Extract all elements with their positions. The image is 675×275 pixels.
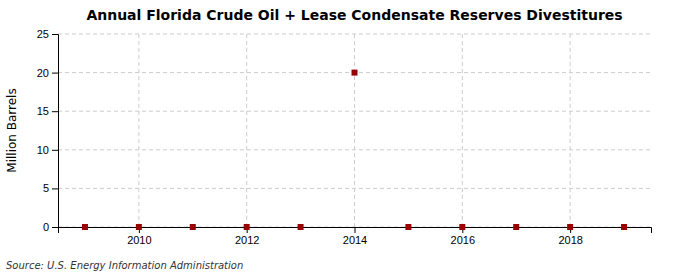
chart: 2010 2012 2014 2016 2018 0 5 10 15 20 25 Annual Flo… xyxy=(0,0,675,275)
y-tick-mark xyxy=(52,111,58,112)
x-axis: 2010 2012 2014 2016 2018 xyxy=(59,227,652,246)
x-grid-line xyxy=(246,34,247,227)
x-tick-label: 2012 xyxy=(235,234,259,246)
x-grid-line xyxy=(138,34,139,227)
grid xyxy=(58,34,651,227)
y-tick-mark xyxy=(52,34,58,35)
x-tick: 2014 xyxy=(343,227,367,246)
y-axis-line xyxy=(52,35,59,228)
x-tick-label: 2010 xyxy=(127,234,151,246)
point xyxy=(352,70,358,76)
y-tick-mark xyxy=(52,188,58,189)
point xyxy=(459,224,465,230)
x-tick-label: 2018 xyxy=(558,234,582,246)
y-tick: 20 xyxy=(37,67,58,79)
y-tick: 0 xyxy=(43,221,58,233)
y-axis-title: Million Barrels xyxy=(5,88,19,172)
y-tick-label: 5 xyxy=(43,182,49,194)
y-tick-label: 10 xyxy=(37,144,49,156)
annotation: Source: U.S. Energy Information Administ… xyxy=(6,260,243,271)
point xyxy=(244,224,250,230)
y-axis: 0 5 10 15 20 25 xyxy=(37,28,59,233)
point xyxy=(567,224,573,230)
point xyxy=(298,224,304,230)
x-tick-label: 2014 xyxy=(343,234,367,246)
y-tick-mark xyxy=(52,73,58,74)
x-grid-line xyxy=(570,34,571,227)
y-tick: 10 xyxy=(37,144,58,156)
points xyxy=(82,70,627,230)
y-tick-label: 15 xyxy=(37,105,49,117)
y-tick: 25 xyxy=(37,28,58,40)
y-tick-mark xyxy=(52,150,58,151)
y-tick-mark xyxy=(52,227,58,228)
point xyxy=(190,224,196,230)
point xyxy=(136,224,142,230)
point xyxy=(405,224,411,230)
y-tick: 5 xyxy=(43,182,58,194)
point xyxy=(82,224,88,230)
plot-area: 2010 2012 2014 2016 2018 0 5 10 15 20 25 xyxy=(37,28,652,246)
point xyxy=(621,224,627,230)
point xyxy=(513,224,519,230)
y-tick-label: 0 xyxy=(43,221,49,233)
x-tick-mark xyxy=(355,227,356,233)
x-grid-line xyxy=(354,34,355,227)
y-tick-label: 25 xyxy=(37,28,49,40)
x-grid-line xyxy=(462,34,463,227)
x-tick-label: 2016 xyxy=(451,234,475,246)
y-tick: 15 xyxy=(37,105,58,117)
x-axis-line xyxy=(59,228,652,234)
title: Annual Florida Crude Oil + Lease Condens… xyxy=(86,7,622,23)
y-tick-label: 20 xyxy=(37,67,49,79)
